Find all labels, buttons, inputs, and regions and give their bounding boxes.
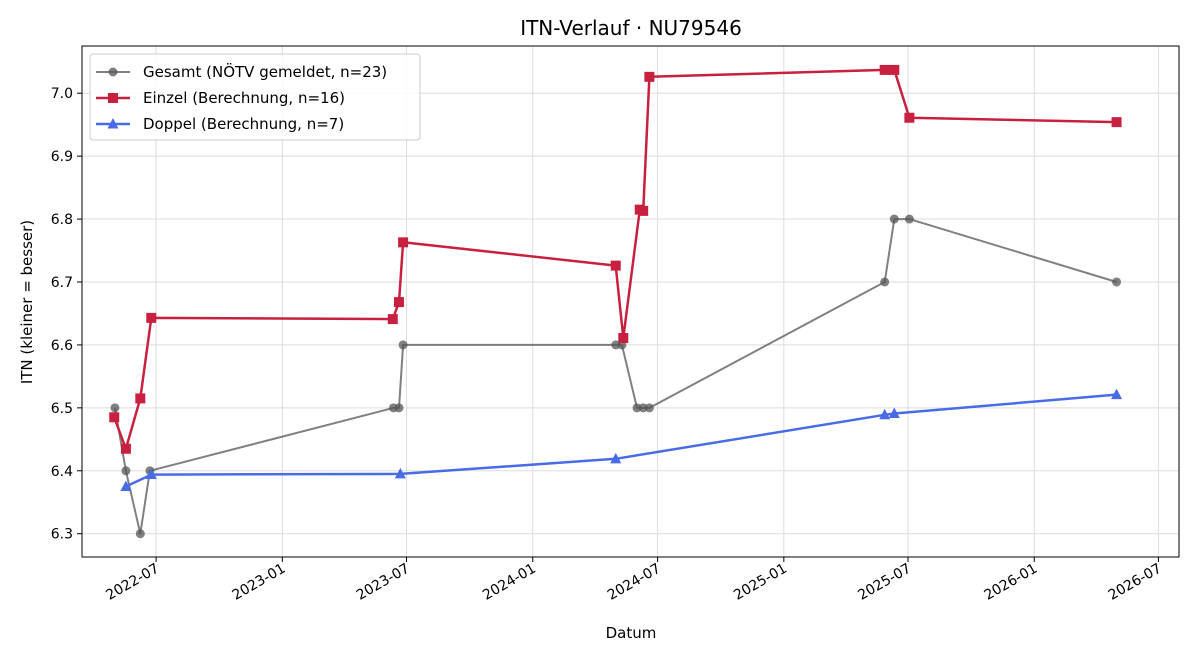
data-point xyxy=(398,237,409,248)
y-tick-label: 6.4 xyxy=(51,464,73,480)
data-point xyxy=(638,403,648,413)
data-point xyxy=(618,333,629,343)
legend-label: Gesamt (NÖTV gemeldet, n=23) xyxy=(143,62,387,81)
data-point xyxy=(398,340,408,350)
data-point xyxy=(610,452,622,464)
data-point xyxy=(146,312,157,323)
legend-marker xyxy=(108,93,118,103)
series-einzel xyxy=(109,64,1122,454)
legend-marker xyxy=(108,67,118,77)
data-point xyxy=(638,205,649,216)
data-point xyxy=(109,412,120,423)
data-point xyxy=(610,260,621,271)
legend-box xyxy=(89,53,421,141)
y-tick-label: 6.7 xyxy=(51,275,73,291)
data-point xyxy=(904,112,915,123)
y-tick-label: 6.8 xyxy=(51,212,73,228)
data-point xyxy=(1111,117,1122,128)
legend-label: Einzel (Berechnung, n=16) xyxy=(143,89,345,107)
data-point xyxy=(904,214,914,224)
series-doppel xyxy=(120,388,1123,492)
x-axis-label: Datum xyxy=(606,624,657,642)
plot-frame xyxy=(81,45,1180,558)
data-point xyxy=(120,480,132,492)
data-point xyxy=(632,403,642,413)
data-point xyxy=(644,403,654,413)
data-point xyxy=(121,466,131,476)
data-point xyxy=(879,64,890,75)
legend-marker xyxy=(107,118,119,129)
data-point xyxy=(135,529,145,539)
data-point xyxy=(889,64,900,75)
series-gesamt xyxy=(110,214,1122,539)
data-point xyxy=(644,71,655,82)
y-tick-label: 6.6 xyxy=(51,338,73,354)
data-point xyxy=(387,314,398,325)
y-tick-label: 6.3 xyxy=(51,527,73,543)
chart-title: ITN-Verlauf · NU79546 xyxy=(520,16,742,40)
data-point xyxy=(880,277,890,287)
data-point xyxy=(393,297,404,308)
data-point xyxy=(110,403,120,413)
data-point xyxy=(879,408,891,420)
data-point xyxy=(888,407,900,419)
legend-label: Doppel (Berechnung, n=7) xyxy=(143,115,344,133)
data-point xyxy=(394,403,404,413)
data-point xyxy=(1112,277,1122,287)
y-tick-label: 6.5 xyxy=(51,401,73,417)
y-axis-label: ITN (kleiner = besser) xyxy=(18,220,36,384)
y-tick-label: 7.0 xyxy=(51,86,73,102)
data-point xyxy=(135,393,146,404)
data-point xyxy=(394,467,406,479)
series-layer xyxy=(109,64,1123,539)
data-point xyxy=(889,214,899,224)
data-point xyxy=(120,443,131,454)
legend: Gesamt (NÖTV gemeldet, n=23) Einzel (Bere… xyxy=(89,53,421,141)
y-tick-label: 6.9 xyxy=(51,149,73,165)
data-point xyxy=(1111,388,1123,400)
data-point xyxy=(145,468,157,480)
y-axis: 6.3 6.4 6.5 6.6 6.7 6.8 6.9 7.0 xyxy=(51,86,82,543)
data-point xyxy=(611,340,621,350)
